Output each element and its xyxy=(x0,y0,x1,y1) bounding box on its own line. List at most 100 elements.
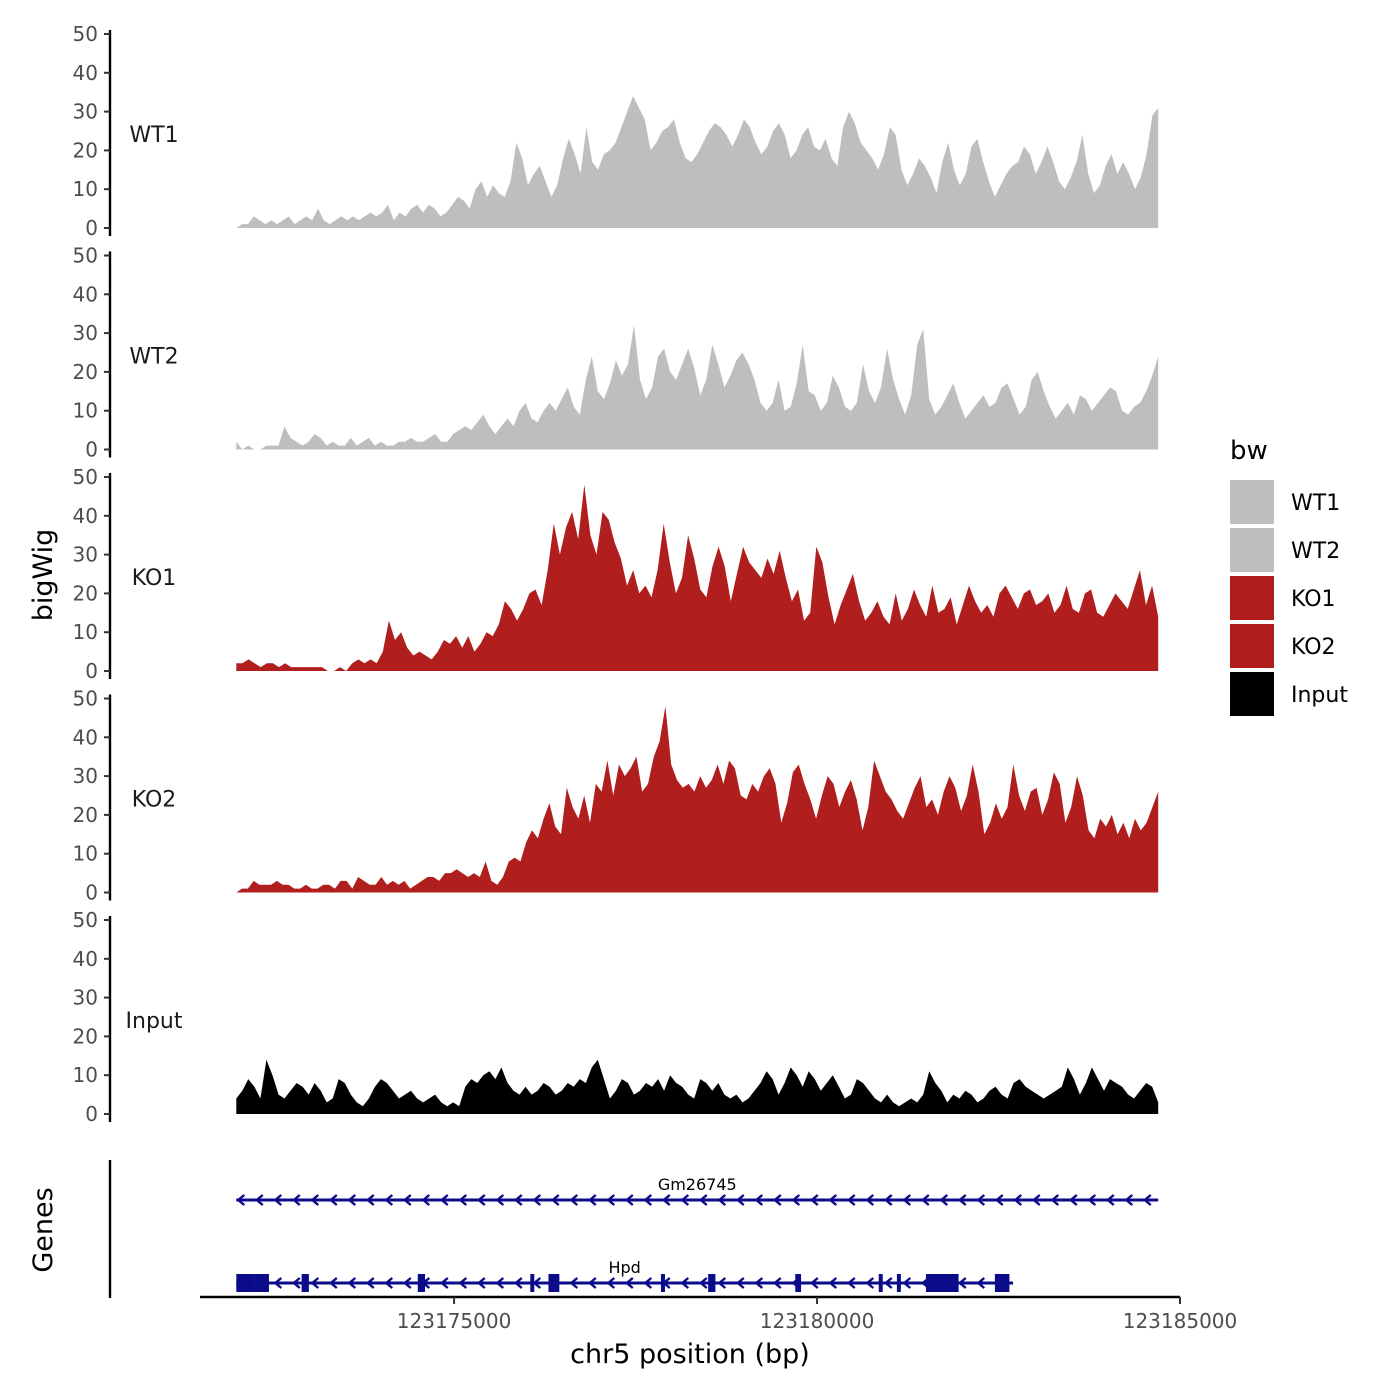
strand-arrow xyxy=(402,1277,412,1289)
strand-arrow xyxy=(1068,1194,1078,1206)
legend-item-wt1: WT1 xyxy=(1230,480,1340,524)
legend-item-ko1: KO1 xyxy=(1230,576,1336,620)
strand-arrow xyxy=(828,1194,838,1206)
strand-arrow xyxy=(698,1194,708,1206)
strand-arrow xyxy=(680,1194,690,1206)
y-tick-label: 30 xyxy=(73,986,98,1010)
strand-arrow xyxy=(1013,1194,1023,1206)
x-axis-title: chr5 position (bp) xyxy=(570,1339,810,1370)
y-tick-label: 20 xyxy=(73,803,98,827)
strand-arrow xyxy=(365,1194,375,1206)
y-tick-label: 30 xyxy=(73,100,98,124)
strand-arrow xyxy=(680,1277,690,1289)
strand-arrow xyxy=(365,1277,375,1289)
legend-swatch xyxy=(1230,624,1274,668)
track-wt1: 0 10 20 30 40 50 WT1 xyxy=(73,22,1159,240)
tracks-panel: 0 10 20 30 40 50 WT1 0 10 20 30 40 50 WT2 0 10 20 30 40 50 K… xyxy=(73,22,1159,1126)
exon xyxy=(925,1274,959,1292)
strand-arrow xyxy=(1105,1194,1115,1206)
strand-arrow xyxy=(254,1194,264,1206)
strand-arrow xyxy=(735,1194,745,1206)
y-tick-label: 0 xyxy=(85,1102,98,1126)
exon xyxy=(896,1274,901,1292)
exon xyxy=(417,1274,426,1292)
strand-arrow xyxy=(532,1194,542,1206)
strand-arrow xyxy=(957,1194,967,1206)
strand-arrow xyxy=(495,1194,505,1206)
y-tick-label: 50 xyxy=(73,908,98,932)
y-tick-label: 0 xyxy=(85,659,98,683)
area-wt1 xyxy=(236,96,1159,228)
strand-arrow xyxy=(587,1277,597,1289)
legend-swatch xyxy=(1230,528,1274,572)
strand-arrow xyxy=(328,1194,338,1206)
gene-label: Gm26745 xyxy=(658,1175,737,1194)
strand-arrow xyxy=(1031,1194,1041,1206)
legend-label: WT1 xyxy=(1291,491,1340,516)
strand-arrow xyxy=(754,1277,764,1289)
strand-arrow xyxy=(476,1277,486,1289)
y-tick-label: 30 xyxy=(73,543,98,567)
track-label: Input xyxy=(126,1009,183,1034)
strand-arrow xyxy=(458,1277,468,1289)
strand-arrow xyxy=(347,1194,357,1206)
strand-arrow xyxy=(513,1194,523,1206)
exon xyxy=(660,1274,665,1292)
strand-arrow xyxy=(717,1277,727,1289)
strand-arrow xyxy=(1124,1194,1134,1206)
strand-arrow xyxy=(661,1194,671,1206)
strand-arrow xyxy=(384,1194,394,1206)
y-tick-label: 50 xyxy=(73,687,98,711)
track-label: KO2 xyxy=(132,788,177,813)
y-tick-label: 10 xyxy=(73,1063,98,1087)
strand-arrow xyxy=(939,1194,949,1206)
strand-arrow xyxy=(624,1194,634,1206)
strand-arrow xyxy=(587,1194,597,1206)
exon xyxy=(878,1274,883,1292)
x-axis: 123175000 123180000 123185000 xyxy=(200,1295,1238,1333)
exon xyxy=(530,1274,535,1292)
y-tick-label: 40 xyxy=(73,61,98,85)
y-tick-label: 20 xyxy=(73,581,98,605)
strand-arrow xyxy=(883,1277,893,1289)
legend-label: KO2 xyxy=(1291,635,1336,660)
y-tick-label: 40 xyxy=(73,947,98,971)
strand-arrow xyxy=(754,1194,764,1206)
legend-swatch xyxy=(1230,480,1274,524)
y-tick-label: 20 xyxy=(73,138,98,162)
strand-arrow xyxy=(439,1277,449,1289)
strand-arrow xyxy=(347,1277,357,1289)
strand-arrow xyxy=(236,1194,246,1206)
strand-arrow xyxy=(957,1277,967,1289)
strand-arrow xyxy=(846,1194,856,1206)
legend-item-ko2: KO2 xyxy=(1230,624,1336,668)
legend-label: KO1 xyxy=(1291,587,1336,612)
strand-arrow xyxy=(384,1277,394,1289)
legend-item-wt2: WT2 xyxy=(1230,528,1340,572)
y-tick-label: 20 xyxy=(73,360,98,384)
y-tick-label: 10 xyxy=(73,399,98,423)
y-tick-label: 0 xyxy=(85,881,98,905)
strand-arrow xyxy=(606,1194,616,1206)
track-input: 0 10 20 30 40 50 Input xyxy=(73,908,1159,1126)
track-ko1: 0 10 20 30 40 50 KO1 xyxy=(73,465,1159,683)
track-ko2: 0 10 20 30 40 50 KO2 xyxy=(73,687,1159,905)
strand-arrow xyxy=(883,1194,893,1206)
strand-arrow xyxy=(569,1194,579,1206)
y-tick-label: 0 xyxy=(85,438,98,462)
exon xyxy=(254,1274,269,1292)
strand-arrow xyxy=(809,1194,819,1206)
x-tick-label: 123175000 xyxy=(397,1309,512,1333)
x-tick-label: 123180000 xyxy=(760,1309,875,1333)
strand-arrow xyxy=(439,1194,449,1206)
strand-arrow xyxy=(291,1277,301,1289)
strand-arrow xyxy=(1142,1194,1152,1206)
strand-arrow xyxy=(1050,1194,1060,1206)
strand-arrow xyxy=(865,1194,875,1206)
strand-arrow xyxy=(643,1194,653,1206)
strand-arrow xyxy=(865,1277,875,1289)
area-ko2 xyxy=(236,706,1159,893)
x-tick-label: 123185000 xyxy=(1123,1309,1238,1333)
y-tick-label: 30 xyxy=(73,764,98,788)
strand-arrow xyxy=(828,1277,838,1289)
